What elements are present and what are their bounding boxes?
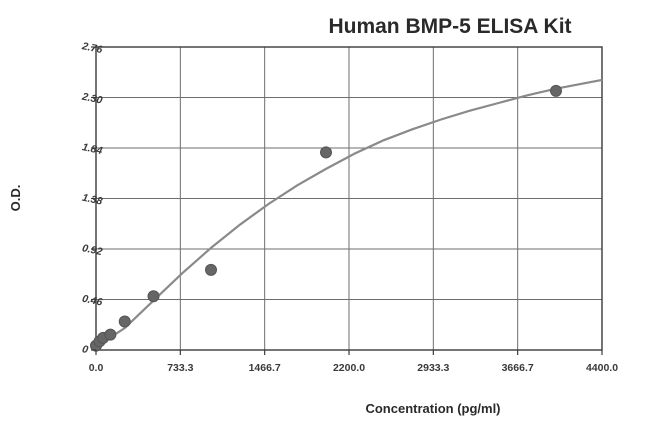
y-axis-ticks: 0 0.46 0.92 1.38 1.84 2.30 2.76: [80, 40, 104, 356]
x-axis-label: Concentration (pg/ml): [365, 401, 500, 416]
x-tick-label: 1466.7: [249, 362, 281, 374]
x-tick-label: 2200.0: [333, 362, 365, 374]
y-axis-label: O.D.: [8, 185, 23, 212]
data-points: [90, 84, 562, 352]
data-point: [320, 146, 332, 159]
data-point: [205, 263, 217, 276]
fit-curve: [95, 78, 603, 348]
grid-lines: [96, 47, 602, 350]
y-tick-label: 0.92: [81, 242, 104, 258]
x-tick-label: 2933.3: [417, 362, 449, 374]
data-point: [118, 315, 131, 328]
chart-title: Human BMP-5 ELISA Kit: [328, 15, 571, 38]
y-tick-label: 0: [81, 343, 89, 356]
fit-curve-layer: [95, 78, 603, 348]
x-tick-label: 4400.0: [586, 362, 618, 374]
data-point: [104, 328, 117, 341]
data-point: [147, 290, 160, 303]
y-tick-label: 1.84: [81, 141, 104, 157]
y-tick-label: 2.30: [80, 90, 104, 106]
x-tick-label: 733.3: [167, 362, 193, 374]
x-axis-ticks: 0.0 733.3 1466.7 2200.0 2933.3 3666.7 4400.0: [89, 350, 618, 374]
y-tick-label: 2.76: [80, 40, 104, 56]
x-tick-label: 0.0: [89, 362, 104, 374]
data-point: [550, 84, 562, 97]
y-tick-label: 1.38: [81, 192, 104, 208]
x-tick-label: 3666.7: [502, 362, 534, 374]
y-tick-label: 0.46: [81, 293, 104, 309]
